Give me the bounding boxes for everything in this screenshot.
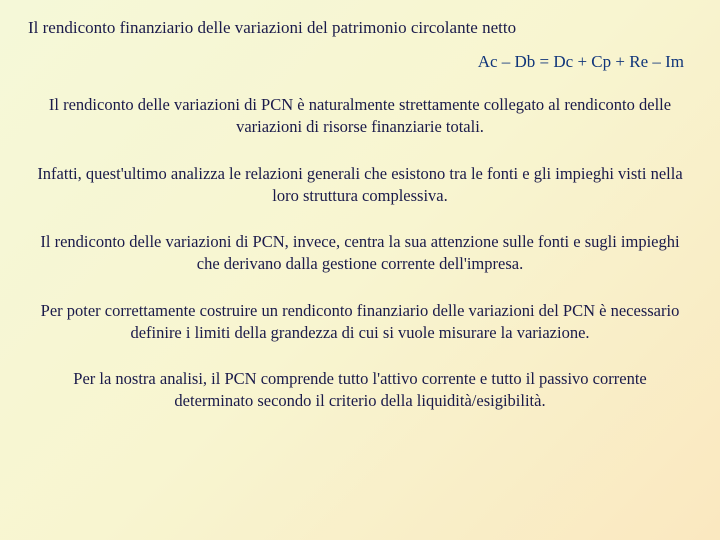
equation-line: Ac – Db = Dc + Cp + Re – Im [28,52,692,72]
slide-title: Il rendiconto finanziario delle variazio… [28,18,692,38]
paragraph-2: Infatti, quest'ultimo analizza le relazi… [28,163,692,208]
paragraph-5: Per la nostra analisi, il PCN comprende … [28,368,692,413]
paragraph-3: Il rendiconto delle variazioni di PCN, i… [28,231,692,276]
paragraph-4: Per poter correttamente costruire un ren… [28,300,692,345]
paragraph-1: Il rendiconto delle variazioni di PCN è … [28,94,692,139]
